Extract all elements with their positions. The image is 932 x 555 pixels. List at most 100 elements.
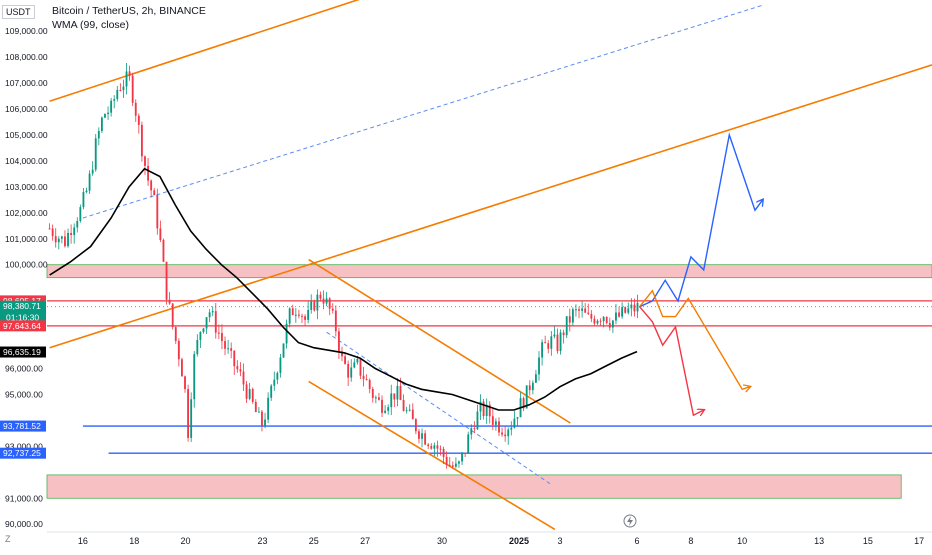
down-channel-top [308,258,571,424]
y-tick-label: 90,000.00 [5,519,43,529]
x-tick-label: 27 [360,536,370,546]
x-tick-label: 13 [814,536,824,546]
candle-body [159,228,162,240]
candle-body [608,322,611,328]
y-tick-label: 104,000.00 [5,156,48,166]
candle-body [430,446,433,449]
candle-body [177,340,180,360]
candle-body [602,316,605,322]
y-tick-label: 107,000.00 [5,78,48,88]
candle-body [261,411,263,426]
candle-body [251,389,254,402]
blue-projection [639,132,763,308]
candle-body [482,401,485,416]
candle-body [113,99,116,101]
candle-body [593,318,596,324]
candle-body [618,312,620,317]
x-tick-label: 8 [688,536,693,546]
candle-body [445,456,448,465]
x-tick-label: 2025 [509,536,529,546]
candle-body [556,334,559,352]
support-zone [46,474,902,499]
x-tick-label: 18 [129,536,139,546]
y-tick-label: 95,000.00 [5,389,43,399]
candle-body [150,180,153,191]
candle-body [390,393,393,408]
x-tick-label: 3 [558,536,563,546]
candle-body [230,348,233,351]
candle-body [371,388,374,398]
candle-body [54,236,57,243]
upper-channel-mid [82,4,763,219]
candle-body [470,428,473,435]
lightning-icon [623,514,637,528]
candle-body [399,385,402,400]
candle-body [316,294,319,311]
candle-body [605,316,608,323]
candle-body [205,317,208,329]
candle-body [73,227,76,235]
candle-body [134,102,137,116]
candle-body [100,117,103,131]
down-channel-bottom [308,380,556,531]
price-tag-4: 93,781.52 [0,420,46,432]
candle-body [279,357,282,373]
candle-body [599,320,602,322]
timezone-button[interactable]: Z [5,534,11,544]
wma-99-line [49,167,638,411]
candle-body [553,334,556,337]
candle-body [91,169,94,174]
candle-body [181,359,183,377]
y-tick-label: 96,000.00 [5,364,43,374]
candle-body [362,375,365,380]
candle-body [374,397,377,399]
candle-body [214,311,217,333]
candle-body [319,294,322,299]
candle-body [405,410,408,412]
candle-body [418,431,420,439]
price-tag-bg [0,447,46,459]
y-tick-label: 102,000.00 [5,208,48,218]
candle-body [242,371,245,385]
candle-body [239,369,242,372]
x-tick-label: 16 [78,536,88,546]
candle-body [245,384,248,399]
candles-group [48,63,639,469]
candle-body [393,393,396,400]
candle-body [624,307,627,313]
x-tick-label: 6 [634,536,639,546]
candle-body [630,304,633,309]
candle-body [350,367,353,378]
candle-body [131,75,134,103]
candle-body [571,309,574,323]
candle-body [110,100,113,113]
candle-body [581,308,584,311]
candle-body [273,379,276,386]
indicator-label: WMA (99, close) [52,19,130,31]
price-tag-bg [0,420,46,432]
candle-body [104,114,106,118]
candle-body [70,232,73,235]
candle-body [128,71,131,76]
candle-body [448,464,451,466]
y-axis: 109,000.00 108,000.00 107,000.00 106,000.00… [5,26,48,529]
candle-body [48,228,51,230]
y-tick-label: 106,000.00 [5,104,48,114]
candle-body [507,429,510,437]
candle-body [60,236,63,239]
candle-body [522,398,525,409]
currency-button[interactable]: USDT [2,5,35,19]
lightning-icon-bolt [627,516,633,526]
x-tick-label: 10 [737,536,747,546]
red-projection [639,306,704,416]
candle-body [171,303,174,328]
candle-body [479,401,482,412]
x-tick-label: 30 [437,536,447,546]
price-tag-label: 96,635.19 [3,347,41,357]
candle-body [116,89,119,100]
candle-body [359,358,362,376]
candle-body [347,363,350,378]
candle-body [587,312,590,314]
